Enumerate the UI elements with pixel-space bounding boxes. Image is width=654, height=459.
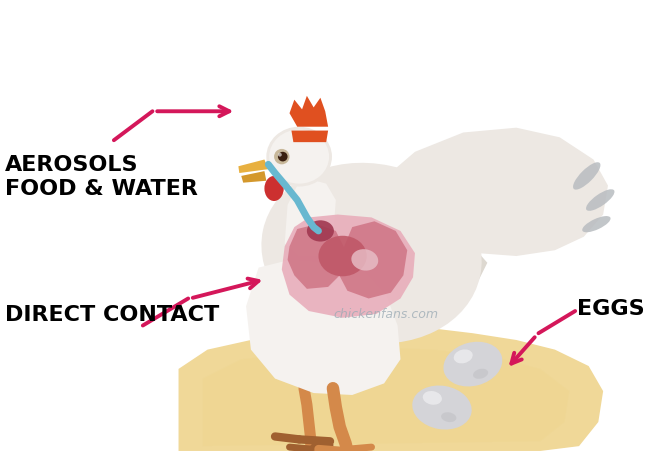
Text: FOOD & WATER: FOOD & WATER [5, 179, 198, 198]
Ellipse shape [573, 163, 600, 190]
Polygon shape [290, 96, 328, 128]
Ellipse shape [443, 342, 502, 386]
Ellipse shape [318, 236, 367, 277]
Ellipse shape [264, 177, 284, 202]
Ellipse shape [586, 190, 615, 212]
Polygon shape [241, 172, 266, 183]
Ellipse shape [351, 250, 378, 271]
Ellipse shape [473, 369, 488, 379]
Polygon shape [381, 129, 608, 257]
Polygon shape [288, 225, 345, 289]
Text: EGGS: EGGS [577, 299, 645, 319]
Ellipse shape [307, 221, 334, 242]
Ellipse shape [422, 391, 442, 405]
Ellipse shape [582, 217, 611, 233]
Polygon shape [179, 324, 603, 451]
Text: chickenfans.com: chickenfans.com [334, 308, 439, 321]
Ellipse shape [274, 150, 290, 165]
Ellipse shape [441, 412, 456, 422]
Polygon shape [284, 179, 336, 257]
Ellipse shape [266, 128, 332, 187]
Polygon shape [203, 347, 570, 446]
Text: DIRECT CONTACT: DIRECT CONTACT [5, 305, 219, 325]
Ellipse shape [454, 350, 473, 364]
Polygon shape [238, 160, 268, 174]
Ellipse shape [412, 386, 472, 430]
Polygon shape [400, 241, 487, 292]
Ellipse shape [278, 153, 282, 157]
Text: AEROSOLS: AEROSOLS [5, 154, 139, 174]
Ellipse shape [278, 152, 288, 162]
Polygon shape [337, 222, 407, 299]
Ellipse shape [262, 163, 481, 344]
Polygon shape [282, 215, 415, 318]
Polygon shape [292, 131, 328, 143]
Polygon shape [246, 260, 400, 395]
Ellipse shape [269, 130, 329, 184]
